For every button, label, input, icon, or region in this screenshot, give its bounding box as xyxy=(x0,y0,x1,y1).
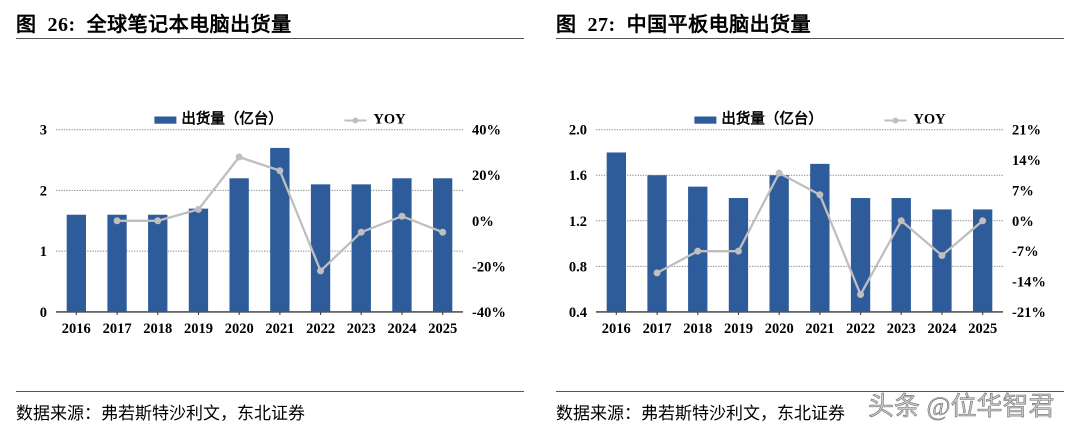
svg-text:2: 2 xyxy=(40,183,47,199)
svg-text:2016: 2016 xyxy=(62,321,91,337)
svg-text:出货量（亿台）: 出货量（亿台） xyxy=(181,109,283,127)
svg-text:0%: 0% xyxy=(472,214,494,230)
svg-text:2016: 2016 xyxy=(602,321,631,337)
svg-text:0%: 0% xyxy=(1012,214,1034,230)
svg-text:2024: 2024 xyxy=(928,321,957,337)
svg-text:20%: 20% xyxy=(472,168,501,184)
svg-text:2019: 2019 xyxy=(724,321,753,337)
svg-text:-7%: -7% xyxy=(1012,244,1039,260)
svg-text:2021: 2021 xyxy=(805,321,834,337)
svg-text:YOY: YOY xyxy=(373,111,406,127)
svg-text:2019: 2019 xyxy=(184,321,213,337)
svg-text:YOY: YOY xyxy=(913,111,946,127)
svg-text:-21%: -21% xyxy=(1012,305,1046,321)
svg-text:0: 0 xyxy=(40,305,47,321)
svg-text:2024: 2024 xyxy=(388,321,417,337)
svg-text:0.8: 0.8 xyxy=(569,259,587,275)
svg-text:2020: 2020 xyxy=(765,321,794,337)
svg-text:0.4: 0.4 xyxy=(569,305,587,321)
svg-text:14%: 14% xyxy=(1012,153,1041,169)
svg-text:2023: 2023 xyxy=(887,321,916,337)
svg-text:-20%: -20% xyxy=(472,259,506,275)
svg-text:出货量（亿台）: 出货量（亿台） xyxy=(721,109,823,127)
svg-text:2025: 2025 xyxy=(428,321,457,337)
svg-text:2022: 2022 xyxy=(846,321,875,337)
svg-text:2017: 2017 xyxy=(103,321,132,337)
svg-text:2020: 2020 xyxy=(225,321,254,337)
svg-text:-40%: -40% xyxy=(472,305,506,321)
svg-text:2023: 2023 xyxy=(347,321,376,337)
svg-text:7%: 7% xyxy=(1012,183,1034,199)
svg-text:1.2: 1.2 xyxy=(569,214,587,230)
svg-text:21%: 21% xyxy=(1012,123,1041,139)
svg-text:-14%: -14% xyxy=(1012,275,1046,291)
svg-text:3: 3 xyxy=(40,123,47,139)
svg-text:2.0: 2.0 xyxy=(569,123,587,139)
svg-text:2021: 2021 xyxy=(265,321,294,337)
svg-text:40%: 40% xyxy=(472,123,501,139)
svg-text:1.6: 1.6 xyxy=(569,168,587,184)
svg-text:1: 1 xyxy=(40,244,47,260)
svg-text:2022: 2022 xyxy=(306,321,335,337)
svg-text:2017: 2017 xyxy=(643,321,672,337)
svg-text:2018: 2018 xyxy=(143,321,172,337)
svg-text:2018: 2018 xyxy=(683,321,712,337)
svg-text:2025: 2025 xyxy=(968,321,997,337)
